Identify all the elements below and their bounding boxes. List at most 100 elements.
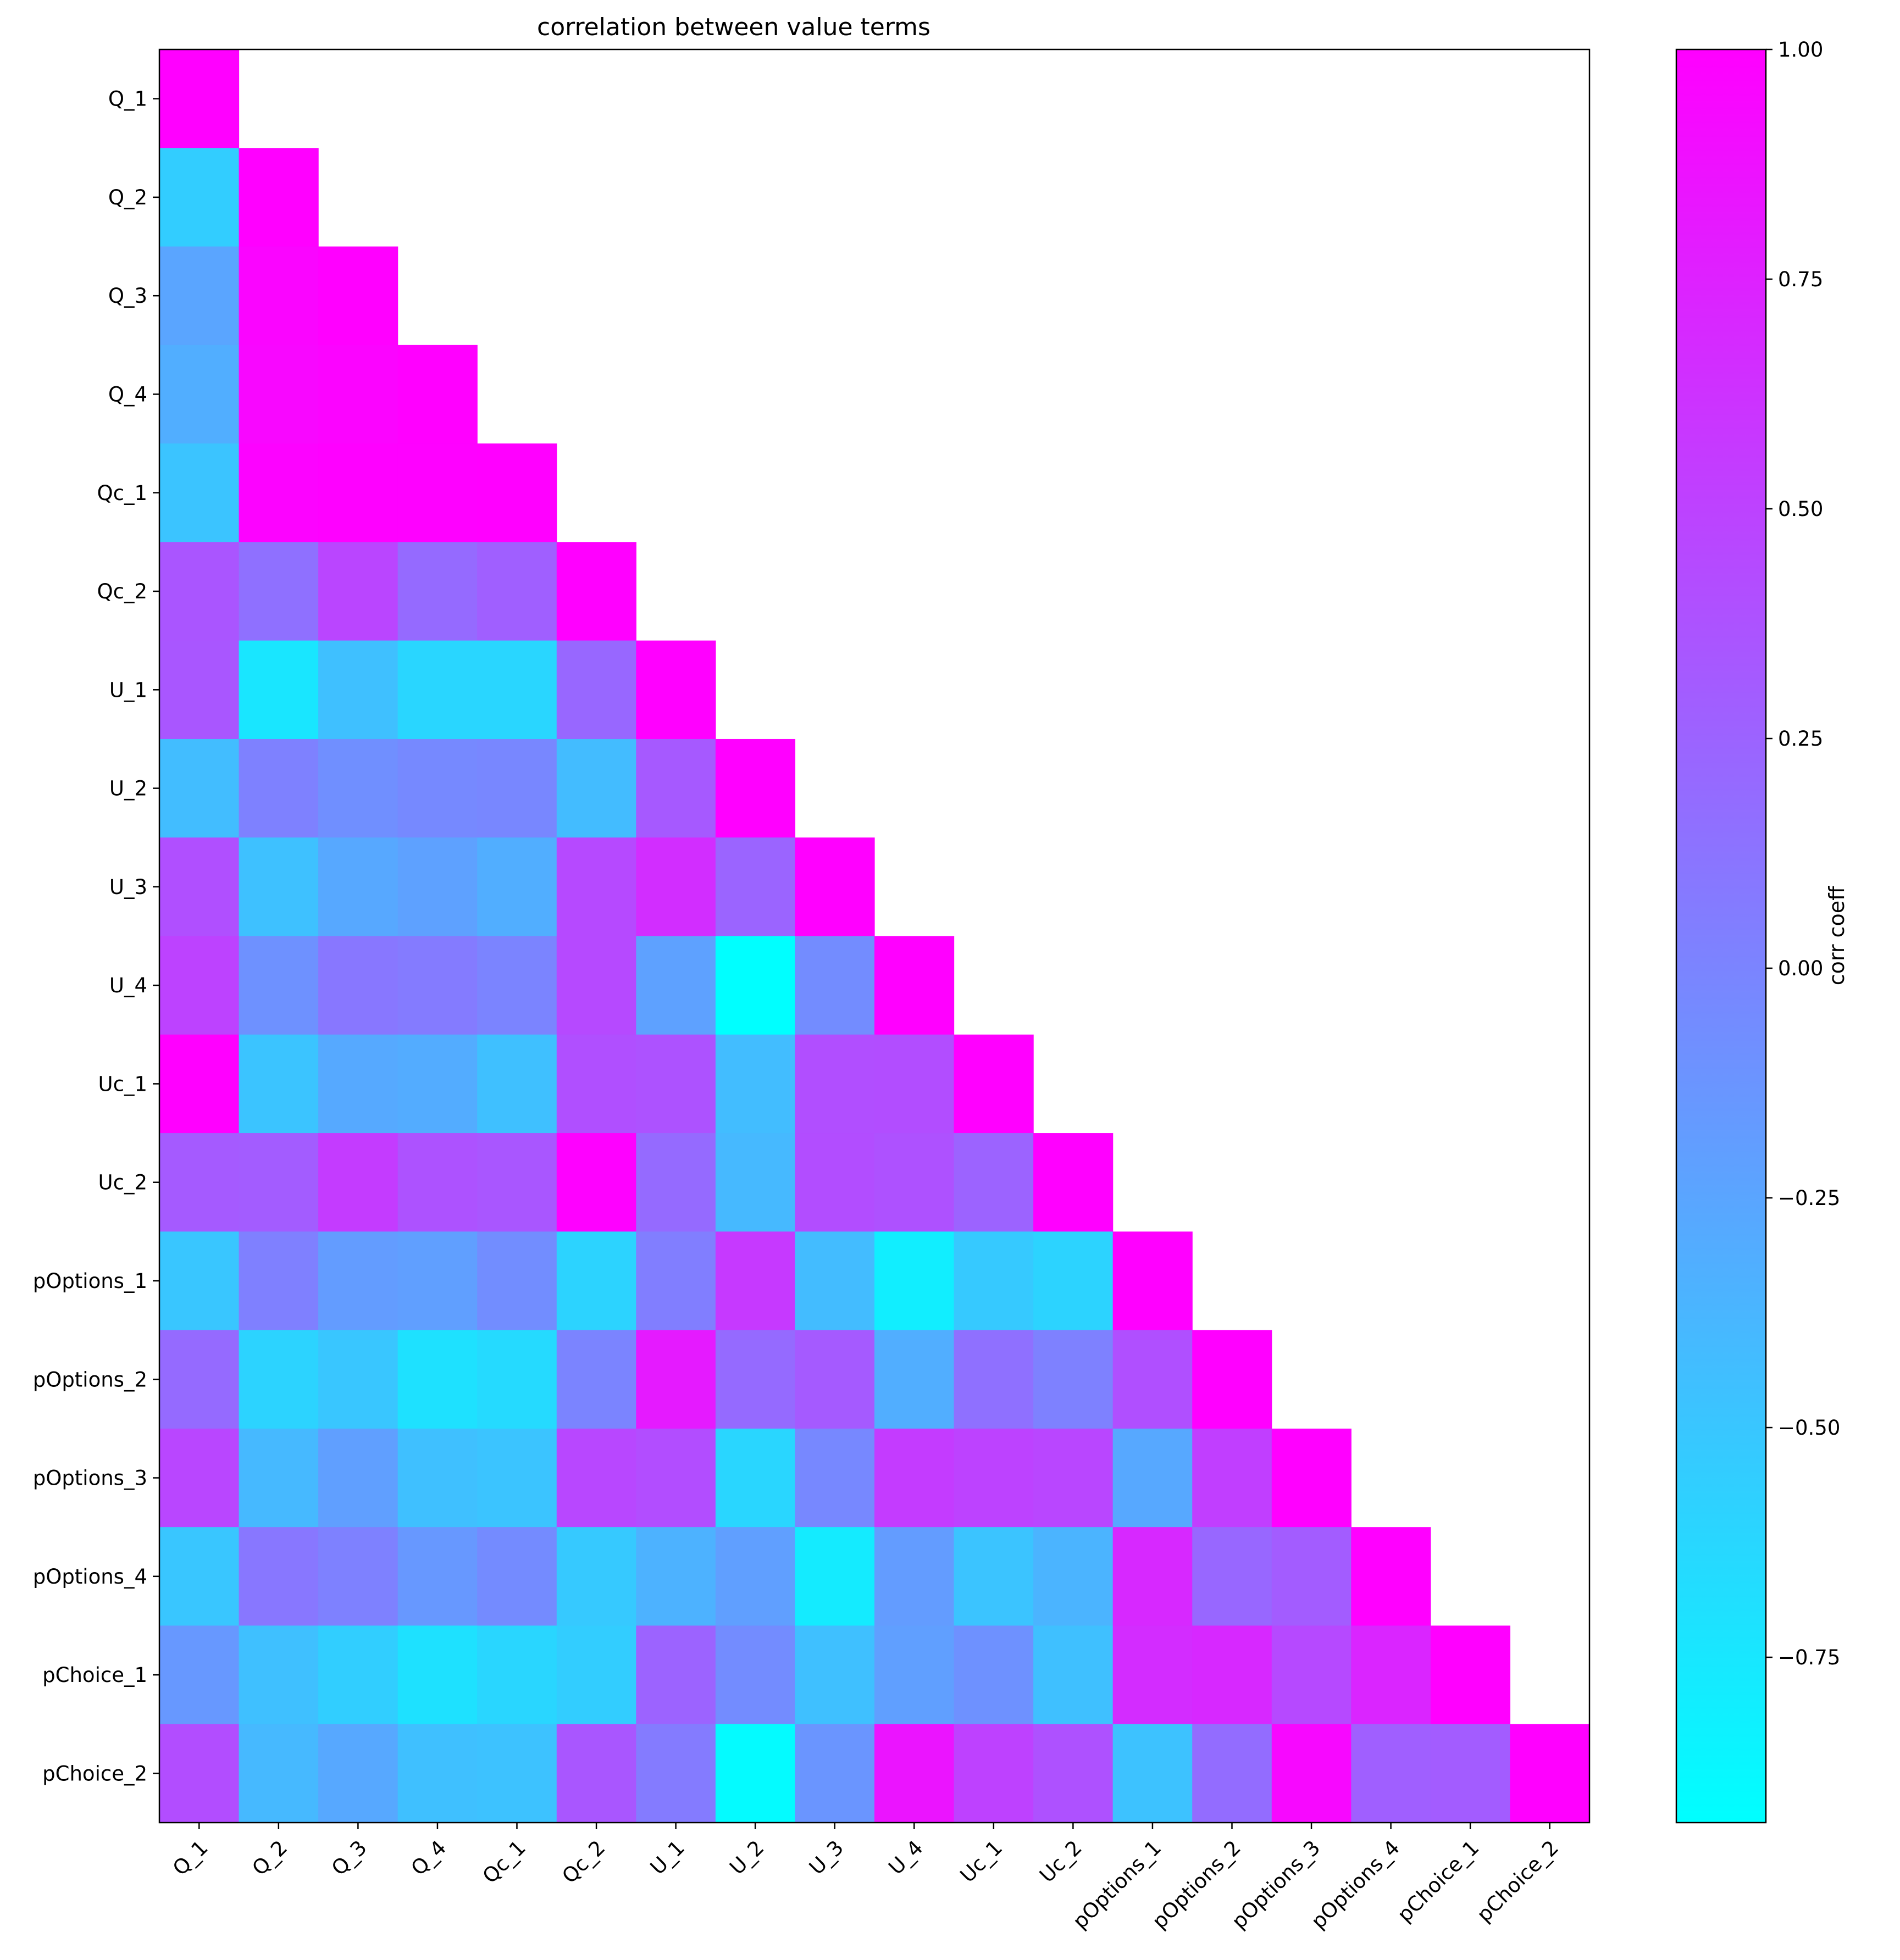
heatmap-cell — [715, 1527, 796, 1626]
heatmap-cell — [318, 1428, 398, 1528]
x-tick-label: pChoice_1 — [1393, 1836, 1483, 1926]
heatmap-cell — [239, 1330, 319, 1429]
heatmap-cell — [1351, 1724, 1431, 1823]
heatmap-cell — [556, 936, 636, 1035]
heatmap-cell — [239, 936, 319, 1035]
heatmap-cell — [1033, 1527, 1114, 1626]
heatmap-cell — [477, 1625, 557, 1725]
heatmap-cell — [159, 443, 240, 542]
heatmap-cell — [318, 1330, 398, 1429]
heatmap-cell — [556, 1330, 636, 1429]
heatmap-cell — [159, 1625, 240, 1725]
colorbar-tick-label: −0.25 — [1778, 1186, 1840, 1210]
heatmap-cell — [239, 640, 319, 740]
heatmap-cell — [477, 837, 557, 937]
heatmap-cell — [239, 443, 319, 542]
y-tick-label: Qc_2 — [97, 580, 147, 603]
heatmap-cell — [159, 837, 240, 937]
y-tick-label: Q_3 — [108, 284, 147, 308]
heatmap-cell — [795, 936, 875, 1035]
heatmap-cell — [239, 1527, 319, 1626]
heatmap-cell — [954, 1527, 1034, 1626]
heatmap-cell — [239, 246, 319, 346]
heatmap-cell — [477, 1428, 557, 1528]
heatmap-cell — [874, 1527, 955, 1626]
heatmap-cell — [1112, 1625, 1193, 1725]
heatmap-cell — [239, 837, 319, 937]
heatmap-cell — [318, 1133, 398, 1232]
heatmap-cell — [397, 1527, 478, 1626]
heatmap-cell — [239, 1428, 319, 1528]
heatmap-cell — [795, 1330, 875, 1429]
x-tick-label: U_3 — [805, 1836, 848, 1879]
heatmap-cell — [397, 1724, 478, 1823]
heatmap-cell — [159, 1724, 240, 1823]
x-tick-label: U_2 — [725, 1836, 768, 1879]
heatmap-cell — [636, 837, 716, 937]
heatmap-cell — [954, 1034, 1034, 1134]
y-tick-label: pOptions_2 — [33, 1368, 147, 1391]
colorbar-label: corr coeff — [1825, 886, 1849, 985]
heatmap-cell — [636, 1034, 716, 1134]
heatmap-cell — [397, 1330, 478, 1429]
heatmap-cell — [397, 345, 478, 444]
heatmap-cell — [318, 345, 398, 444]
chart-title: correlation between value terms — [537, 13, 930, 41]
heatmap-cell — [556, 1724, 636, 1823]
heatmap-cell — [397, 1034, 478, 1134]
heatmap-cell — [318, 443, 398, 542]
heatmap-cell — [1112, 1231, 1193, 1331]
heatmap-cell — [874, 1724, 955, 1823]
heatmap-cell — [318, 1034, 398, 1134]
heatmap-cell — [636, 1527, 716, 1626]
heatmap-cell — [1033, 1724, 1114, 1823]
heatmap-cell — [239, 1625, 319, 1725]
heatmap-cell — [1430, 1724, 1511, 1823]
heatmap-cell — [954, 1625, 1034, 1725]
heatmap-cell — [159, 640, 240, 740]
heatmap-cell — [239, 542, 319, 641]
heatmap-cell — [874, 1133, 955, 1232]
heatmap-cell — [477, 542, 557, 641]
heatmap-cell — [477, 1133, 557, 1232]
heatmap-cell — [159, 1231, 240, 1331]
y-tick-label: Q_2 — [108, 186, 147, 209]
heatmap-cell — [795, 1527, 875, 1626]
colorbar-ticks: 1.00 0.75 0.50 0.25 0.00 −0.25 −0.50 −0.75 — [1766, 38, 1840, 1669]
y-tick-label: U_3 — [109, 875, 147, 899]
heatmap-cell — [1033, 1625, 1114, 1725]
heatmap-cell — [715, 739, 796, 838]
heatmap-cell — [1351, 1625, 1431, 1725]
heatmap-cell — [477, 1527, 557, 1626]
heatmap-cell — [397, 1133, 478, 1232]
heatmap-cell — [636, 1330, 716, 1429]
heatmap-cell — [477, 1330, 557, 1429]
heatmap-cell — [636, 1724, 716, 1823]
heatmap-cell — [556, 1428, 636, 1528]
heatmap-cell — [239, 148, 319, 247]
heatmap-cell — [318, 1231, 398, 1331]
heatmap-cell — [397, 443, 478, 542]
heatmap-cell — [1033, 1330, 1114, 1429]
colorbar-tick-label: −0.75 — [1778, 1646, 1840, 1669]
y-tick-label: pChoice_1 — [42, 1663, 147, 1687]
heatmap-cell — [477, 936, 557, 1035]
heatmap-cell — [318, 1527, 398, 1626]
heatmap-cell — [874, 936, 955, 1035]
heatmap-cell — [1033, 1428, 1114, 1528]
colorbar — [1675, 48, 1767, 1824]
heatmap-cell — [1271, 1428, 1351, 1528]
heatmap-cell — [1112, 1527, 1193, 1626]
heatmap-cell — [159, 1428, 240, 1528]
heatmap-cell — [159, 1527, 240, 1626]
heatmap-cell — [636, 640, 716, 740]
heatmap-cell — [318, 936, 398, 1035]
heatmap-cell — [1112, 1330, 1193, 1429]
y-tick-label: pChoice_2 — [42, 1762, 147, 1785]
y-tick-label: pOptions_3 — [33, 1467, 147, 1490]
heatmap-cell — [239, 1034, 319, 1134]
heatmap-cell — [874, 1330, 955, 1429]
colorbar-tick-label: 0.25 — [1778, 727, 1823, 751]
heatmap-cell — [159, 246, 240, 346]
